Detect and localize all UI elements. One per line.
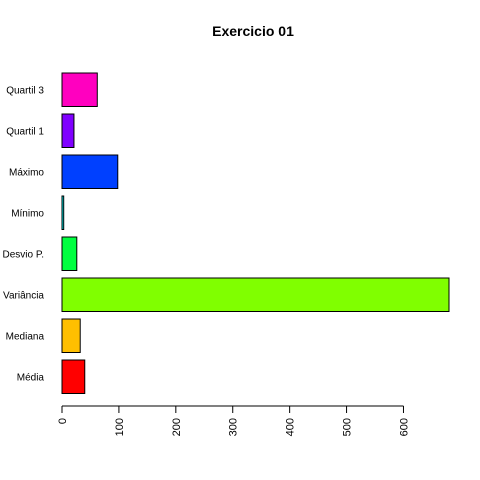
bars-group xyxy=(62,73,449,394)
category-label: Desvio P. xyxy=(2,249,44,260)
x-tick-label: 100 xyxy=(114,418,126,436)
category-label: Máximo xyxy=(9,167,44,178)
category-label: Média xyxy=(17,372,45,383)
x-tick-label: 0 xyxy=(57,418,69,424)
bar xyxy=(62,196,64,230)
bar xyxy=(62,114,74,148)
category-label: Quartil 3 xyxy=(6,85,44,96)
bar xyxy=(62,278,449,312)
category-labels: Média Mediana Variância Desvio P. Mínimo Máxi… xyxy=(2,85,44,383)
bar xyxy=(62,360,85,394)
x-tick-label: 200 xyxy=(171,418,183,436)
x-axis: 0 100 200 300 400 500 600 xyxy=(57,406,410,436)
bar xyxy=(62,237,77,271)
category-label: Mínimo xyxy=(11,208,44,219)
x-tick-label: 600 xyxy=(398,418,410,436)
category-label: Mediana xyxy=(6,331,45,342)
chart-title: Exercicio 01 xyxy=(212,23,294,39)
bar xyxy=(62,319,80,353)
x-tick-label: 400 xyxy=(285,418,297,436)
bar xyxy=(62,155,118,189)
x-tick-label: 300 xyxy=(228,418,240,436)
category-label: Variância xyxy=(3,290,44,301)
bar xyxy=(62,73,97,107)
x-tick-label: 500 xyxy=(342,418,354,436)
category-label: Quartil 1 xyxy=(6,126,44,137)
